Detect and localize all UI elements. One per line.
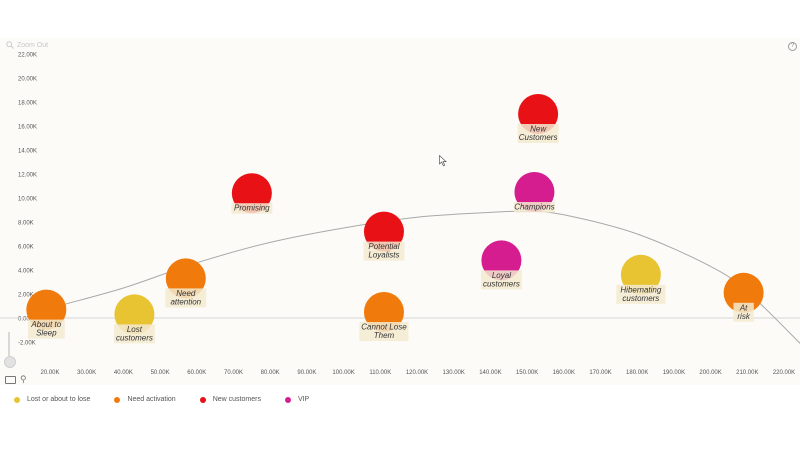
zoom-out-icon xyxy=(6,41,14,49)
x-tick-label: 200.00K xyxy=(699,370,721,376)
data-label-bg xyxy=(363,241,405,261)
x-tick-label: 40.00K xyxy=(114,370,133,376)
mouse-pointer-icon xyxy=(439,155,447,167)
x-tick-label: 30.00K xyxy=(77,370,96,376)
data-label: risk xyxy=(737,312,750,321)
y-tick-label: 20.00K xyxy=(18,77,37,83)
x-tick-label: 80.00K xyxy=(261,370,280,376)
zoom-slider-thumb[interactable] xyxy=(4,356,16,368)
x-tick-label: 210.00K xyxy=(736,370,758,376)
legend-swatch xyxy=(114,396,121,403)
legend-label: New customers xyxy=(212,396,261,403)
x-tick-label: 150.00K xyxy=(516,370,538,376)
x-tick-label: 60.00K xyxy=(187,370,206,376)
select-tool-icon[interactable] xyxy=(5,376,16,384)
legend-item[interactable]: Lost or about to lose xyxy=(14,396,90,403)
legend-swatch xyxy=(14,396,20,403)
data-label-bg xyxy=(231,203,273,214)
data-label-bg xyxy=(359,322,409,341)
data-label: Potential xyxy=(368,242,399,251)
data-label: customers xyxy=(483,279,520,288)
x-tick-label: 140.00K xyxy=(479,370,501,376)
legend-swatch xyxy=(284,396,291,403)
x-tick-label: 20.00K xyxy=(40,370,59,376)
data-label-bg xyxy=(517,124,559,143)
help-icon[interactable]: ? xyxy=(788,42,797,51)
y-tick-label: 6.00K xyxy=(18,245,34,251)
x-tick-label: 130.00K xyxy=(443,370,465,376)
trend-line xyxy=(31,210,800,344)
data-label-bg xyxy=(733,302,754,322)
legend-item[interactable]: Need activation xyxy=(114,396,176,403)
x-tick-label: 120.00K xyxy=(406,370,428,376)
data-label-bg xyxy=(513,202,555,213)
y-tick-label: -2.00K xyxy=(18,341,36,347)
x-axis: 20.00K 30.00K 40.00K 50.00K 60.00K 70.00K 80.0… xyxy=(40,370,795,376)
data-label: At xyxy=(739,303,748,312)
data-label: Loyal xyxy=(492,271,511,280)
legend-item[interactable]: VIP xyxy=(284,396,310,403)
x-tick-label: 190.00K xyxy=(663,370,685,376)
data-label: customers xyxy=(116,333,153,342)
x-tick-label: 180.00K xyxy=(626,370,648,376)
data-label: attention xyxy=(170,297,201,306)
data-label-bg xyxy=(480,270,522,290)
y-axis: 22.00K 20.00K 18.00K 16.00K 14.00K 12.00K 10.0… xyxy=(18,53,37,347)
data-label-bg xyxy=(113,324,155,344)
x-tick-label: 160.00K xyxy=(553,370,575,376)
paint-tool-icon[interactable]: ⚲ xyxy=(20,374,27,384)
x-tick-label: 70.00K xyxy=(224,370,243,376)
x-tick-label: 110.00K xyxy=(369,370,391,376)
data-label-bg xyxy=(27,319,65,339)
y-tick-label: 22.00K xyxy=(18,53,37,59)
x-tick-label: 170.00K xyxy=(589,370,611,376)
data-label: customers xyxy=(622,294,659,303)
y-tick-label: 10.00K xyxy=(18,197,37,203)
y-tick-label: 18.00K xyxy=(18,101,37,107)
y-tick-label: 2.00K xyxy=(18,293,34,299)
data-label-bg xyxy=(165,288,207,308)
y-tick-label: 8.00K xyxy=(18,221,34,227)
x-tick-label: 220.00K xyxy=(773,370,795,376)
data-label-bg xyxy=(616,284,666,304)
data-label: Sleep xyxy=(36,329,57,338)
y-tick-label: 4.00K xyxy=(18,269,34,275)
data-label: Lost xyxy=(127,325,143,334)
x-tick-label: 100.00K xyxy=(332,370,354,376)
y-tick-label: 14.00K xyxy=(18,149,37,155)
legend: Lost or about to lose Need activation New … xyxy=(14,396,333,403)
legend-label: Need activation xyxy=(127,396,176,403)
legend-item[interactable]: New customers xyxy=(199,396,261,403)
data-label: New xyxy=(530,125,547,134)
legend-swatch xyxy=(199,396,206,403)
data-label: Need xyxy=(176,289,196,298)
data-label: Loyalists xyxy=(368,251,399,260)
data-label: Promising xyxy=(234,204,270,213)
y-tick-label: 0.00 xyxy=(18,317,30,323)
data-label: Cannot Lose xyxy=(361,323,407,332)
y-tick-label: 12.00K xyxy=(18,173,37,179)
data-label: Champions xyxy=(514,203,554,212)
data-label: Hibernating xyxy=(620,285,661,294)
legend-label: Lost or about to lose xyxy=(27,396,91,403)
data-label: Customers xyxy=(519,133,558,142)
zoom-slider-track[interactable] xyxy=(8,332,10,356)
legend-label: VIP xyxy=(297,396,310,403)
y-tick-label: 16.00K xyxy=(18,125,37,131)
x-tick-label: 50.00K xyxy=(151,370,170,376)
zoom-out-label: Zoom Out xyxy=(17,41,49,49)
data-label: About to xyxy=(30,320,61,329)
data-label: Them xyxy=(374,331,395,340)
x-tick-label: 90.00K xyxy=(297,370,316,376)
zoom-out-button[interactable]: Zoom Out xyxy=(6,41,48,49)
